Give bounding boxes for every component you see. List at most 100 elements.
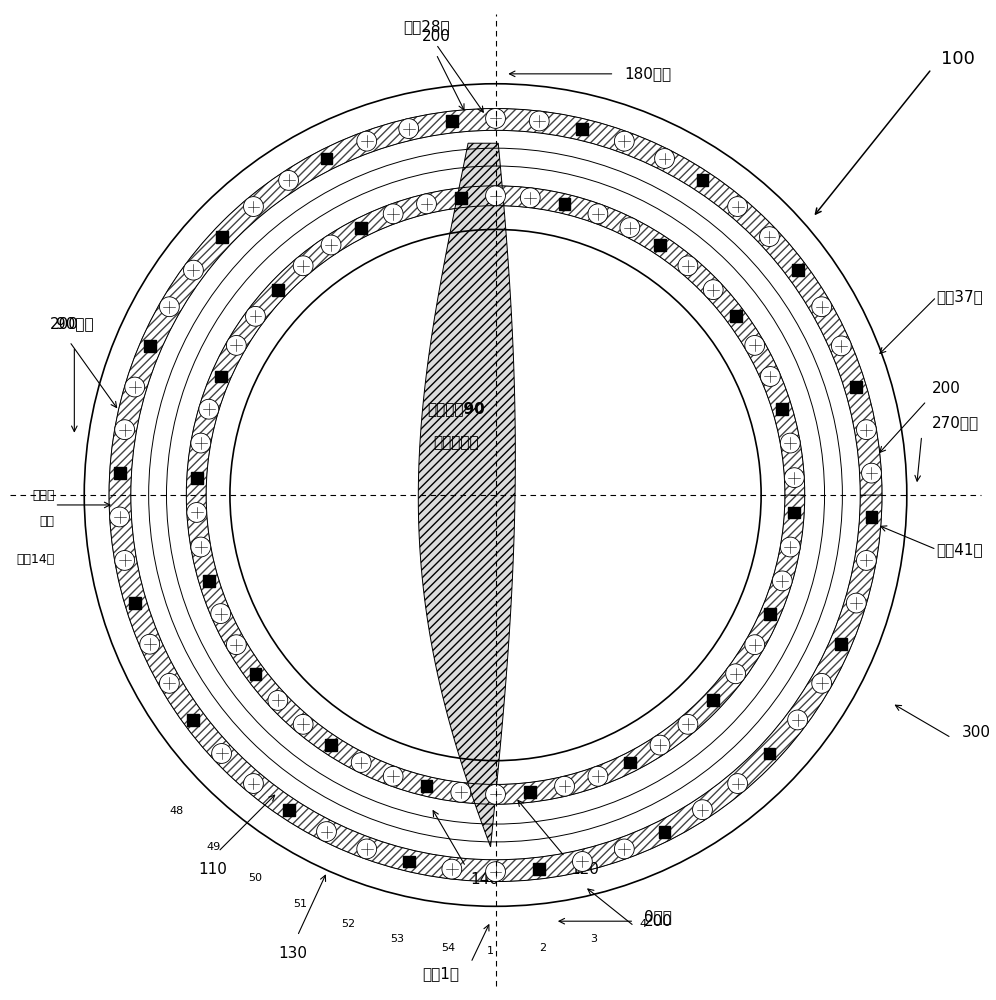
Circle shape <box>187 503 206 522</box>
Text: 200: 200 <box>644 914 673 929</box>
Bar <box>321 153 333 164</box>
Text: 54: 54 <box>441 943 456 953</box>
Text: 序号41孔: 序号41孔 <box>936 542 983 557</box>
Circle shape <box>588 766 608 786</box>
Circle shape <box>678 256 698 276</box>
Bar <box>866 511 877 523</box>
Text: 序号28孔: 序号28孔 <box>402 19 449 34</box>
Circle shape <box>321 235 341 255</box>
Bar <box>789 507 800 518</box>
Circle shape <box>159 297 179 317</box>
Circle shape <box>650 735 670 755</box>
Bar <box>524 786 536 798</box>
Circle shape <box>293 256 313 276</box>
Circle shape <box>486 109 505 128</box>
Circle shape <box>191 433 211 453</box>
Bar <box>851 381 863 393</box>
Text: 120: 120 <box>570 862 599 877</box>
Bar <box>764 748 776 759</box>
Circle shape <box>383 204 403 224</box>
Bar <box>187 714 199 726</box>
Bar <box>114 467 125 479</box>
Bar <box>696 174 708 186</box>
Circle shape <box>620 218 639 237</box>
Circle shape <box>745 635 765 655</box>
Bar <box>356 222 368 234</box>
Circle shape <box>486 862 505 882</box>
Circle shape <box>615 131 634 151</box>
Bar <box>215 371 227 382</box>
Bar <box>730 310 742 322</box>
Bar <box>420 780 432 792</box>
Circle shape <box>772 571 792 591</box>
Circle shape <box>442 859 462 879</box>
Text: 孔序号: 孔序号 <box>32 489 55 502</box>
Circle shape <box>268 691 288 710</box>
Text: 200: 200 <box>50 317 79 332</box>
Circle shape <box>745 335 765 355</box>
Bar <box>128 597 140 609</box>
Circle shape <box>139 634 159 654</box>
Circle shape <box>383 766 403 786</box>
Circle shape <box>110 507 129 527</box>
Circle shape <box>226 635 246 655</box>
Circle shape <box>847 593 867 613</box>
Text: 序号1孔: 序号1孔 <box>422 966 459 981</box>
Circle shape <box>728 774 748 793</box>
Circle shape <box>812 297 832 317</box>
Circle shape <box>398 119 418 139</box>
Circle shape <box>317 822 337 841</box>
Circle shape <box>529 111 549 131</box>
Circle shape <box>760 367 780 386</box>
Bar <box>191 472 202 484</box>
Circle shape <box>760 227 779 247</box>
Circle shape <box>486 186 505 206</box>
Circle shape <box>357 839 376 859</box>
Text: 50: 50 <box>248 873 262 883</box>
Text: 110: 110 <box>198 862 227 877</box>
Circle shape <box>692 800 712 820</box>
Text: 52: 52 <box>341 919 355 929</box>
Bar <box>836 638 848 650</box>
Bar <box>559 198 571 210</box>
Text: 90度线: 90度线 <box>56 317 94 332</box>
Bar <box>272 284 284 296</box>
Circle shape <box>857 420 876 440</box>
Bar <box>654 239 666 251</box>
Circle shape <box>191 537 211 557</box>
Circle shape <box>703 280 723 300</box>
Circle shape <box>857 551 876 570</box>
Circle shape <box>555 776 575 796</box>
Circle shape <box>678 714 698 734</box>
Text: 140: 140 <box>471 872 500 887</box>
Circle shape <box>588 204 608 224</box>
Text: 270度线: 270度线 <box>931 416 979 431</box>
Bar <box>455 192 467 204</box>
Circle shape <box>115 551 134 570</box>
Circle shape <box>244 197 263 216</box>
Text: 0度线: 0度线 <box>644 909 672 924</box>
Bar <box>216 231 227 243</box>
Circle shape <box>615 839 634 859</box>
Text: 2: 2 <box>539 943 546 953</box>
Circle shape <box>183 260 203 280</box>
Text: 3: 3 <box>590 934 597 944</box>
Bar <box>623 757 635 768</box>
Bar <box>446 115 458 127</box>
Circle shape <box>780 433 800 453</box>
Circle shape <box>451 782 471 802</box>
Text: 200: 200 <box>931 381 960 396</box>
Circle shape <box>226 335 246 355</box>
Circle shape <box>832 336 852 356</box>
Bar <box>792 264 804 276</box>
Text: 130: 130 <box>278 946 307 961</box>
Circle shape <box>279 170 299 190</box>
Circle shape <box>486 784 505 804</box>
Circle shape <box>211 604 231 624</box>
Circle shape <box>788 710 808 730</box>
Bar <box>402 856 414 867</box>
Circle shape <box>728 197 748 216</box>
Circle shape <box>785 468 804 488</box>
Circle shape <box>244 774 263 793</box>
Bar <box>764 608 776 620</box>
